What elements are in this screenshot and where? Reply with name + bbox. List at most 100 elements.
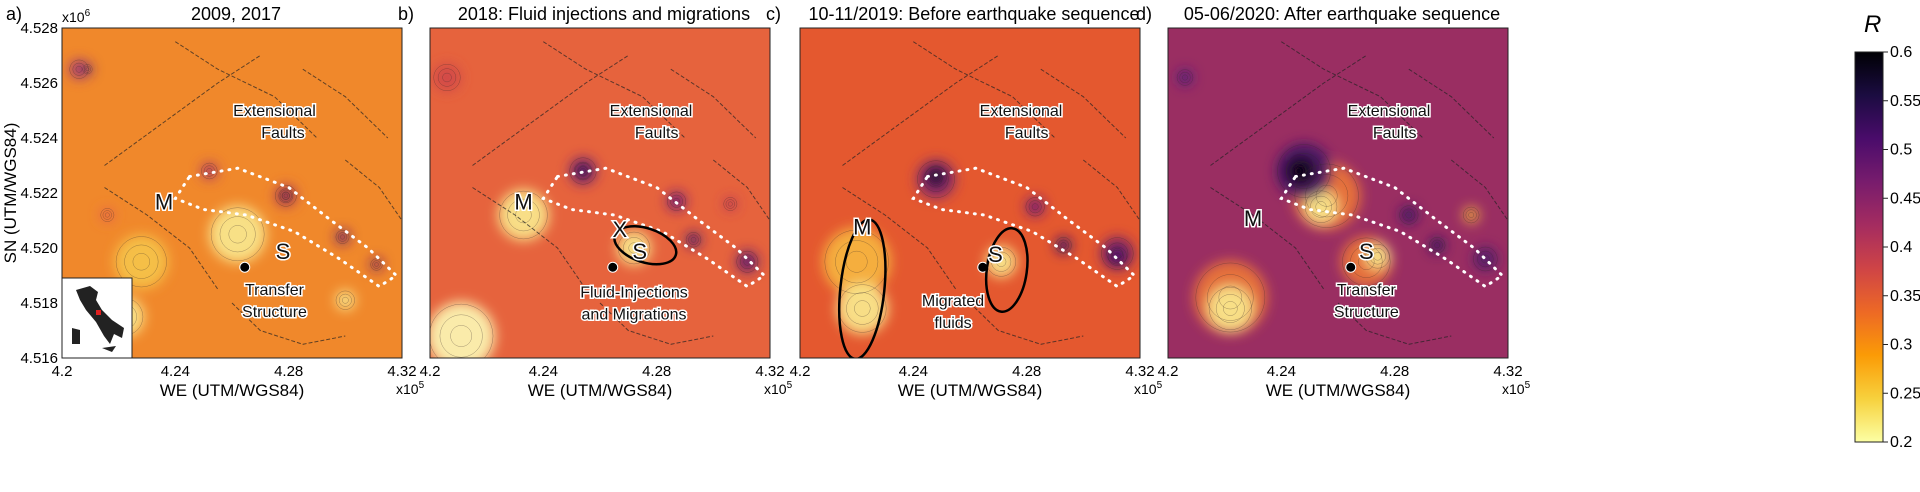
contour-line [1310,195,1332,218]
contour-line [82,64,93,75]
map-frame [1167,27,1509,359]
contour-line [690,237,697,243]
contour-line [372,260,381,269]
contour-line [685,232,702,248]
map-label: Faults [1005,125,1049,142]
colorbar-tick-label: 0.6 [1890,44,1912,61]
contour-line [1295,168,1302,174]
contour-line [723,197,738,211]
x-tick-label: 4.32 [387,363,416,380]
fault-line [302,68,389,139]
map-panel-b: b) 2018: Fluid injections and migrations E… [398,4,793,400]
contour-line [102,210,113,220]
contour-line [1405,211,1413,219]
anomaly-blob [1289,162,1307,180]
contour-line [1350,245,1383,278]
contour-line [573,161,593,181]
x-tick-label: 4.2 [420,363,441,380]
contour-line [740,254,755,270]
fault-line [175,41,318,139]
contour-line [72,62,86,76]
contour-line [1369,248,1386,265]
y-multiplier: x106 [62,8,91,25]
fault-line [842,187,957,290]
x-tick-label: 4.28 [274,363,303,380]
x-axis-label: WE (UTM/WGS84) [160,381,305,400]
contour-line [1110,249,1124,263]
contour-line [132,253,150,271]
contour-line [1481,254,1490,264]
map-panel-d: d) 05-06/2020: After earthquake sequence E… [1136,4,1531,400]
fault-line [712,159,770,221]
x-tick-label: 4.28 [642,363,671,380]
contour-line [69,59,89,79]
map-label: Faults [1373,125,1417,142]
anomaly-blob [100,207,115,223]
map-label: Migrated [922,293,984,310]
x-tick-label: 4.24 [529,363,558,380]
migrated-fluids-ellipse [838,218,887,358]
map-label: Structure [242,304,307,321]
structure-outline [911,166,1137,289]
panel-title: 2018: Fluid injections and migrations [458,4,750,24]
anomaly-blob [82,64,93,75]
map-label: Faults [261,125,305,142]
contour-line [725,199,736,209]
x-multiplier: x105 [396,380,425,397]
contour-line [835,240,879,284]
contour-line [84,65,91,73]
contour-line [439,314,483,358]
map-label: M [853,214,871,239]
contour-line [1402,208,1416,222]
x-tick-label: 4.2 [790,363,811,380]
contour-line [370,258,383,271]
contour-line [104,212,110,218]
contour-line [1294,161,1314,181]
panel-letter: c) [766,4,781,24]
contour-line [727,201,733,207]
contour-line [1182,74,1188,81]
contour-line [338,293,352,307]
contour-line [75,65,83,73]
contour-line [281,191,290,200]
x-tick-label: 4.24 [1267,363,1296,380]
fault-line [1450,159,1508,221]
colorbar-tick-label: 0.3 [1890,337,1912,354]
fault-line [969,302,1084,345]
fault-line [1337,302,1452,345]
anomaly-blob [1207,285,1254,332]
anomaly-blob [1176,69,1194,86]
map-label: Extensional [233,103,316,120]
anomaly-blob [1462,206,1480,224]
contour-line [736,250,759,273]
map-label: M [514,190,532,215]
contour-line [115,236,167,288]
x-tick-label: 4.28 [1380,363,1409,380]
contour-line [996,256,1007,267]
well-marker [1345,261,1357,273]
x-tick-label: 4.24 [161,363,190,380]
y-tick-label: 4.526 [20,75,58,92]
x-multiplier: x105 [764,380,793,397]
contour-line [279,189,292,202]
contour-line [340,234,345,240]
contour-line [499,190,548,240]
contour-line [991,251,1012,272]
map-label: S [632,239,647,264]
anomaly-blob [736,250,759,274]
contour-line [1286,156,1317,186]
contour-line [335,230,350,244]
contour-line [1195,262,1266,333]
y-tick-label: 4.516 [20,350,58,367]
map-label: Extensional [610,103,693,120]
fault-line [1408,68,1495,139]
contour-line [1477,250,1494,268]
contour-line [1431,239,1443,251]
contour-line [628,242,640,254]
map-label: and Migrations [582,307,687,324]
map-label: Faults [635,125,679,142]
y-tick-label: 4.520 [20,240,58,257]
anomaly-blob [1428,236,1446,254]
contour-line [206,168,213,174]
contour-line [1294,163,1359,228]
